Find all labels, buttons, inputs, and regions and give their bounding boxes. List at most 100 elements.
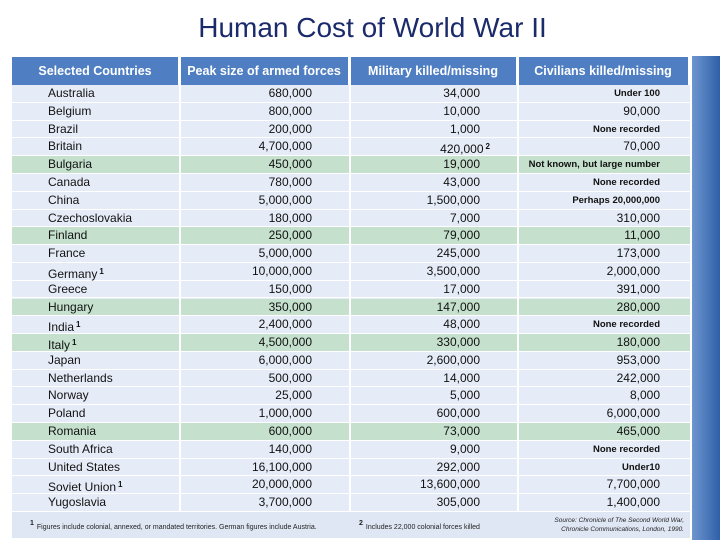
value-cell: None recorded: [593, 316, 660, 333]
value-cell: 16,100,000: [252, 459, 312, 476]
value-cell: 173,000: [617, 245, 660, 262]
value-cell: 6,000,000: [259, 352, 312, 369]
value-cell: 180,000: [269, 210, 312, 227]
value-cell: 330,000: [437, 334, 480, 351]
cell-text: 2,000,000: [606, 263, 660, 278]
value-cell: 250,000: [269, 227, 312, 244]
country-cell: Canada: [48, 174, 90, 191]
cell-text: 2,600,000: [426, 352, 480, 367]
value-cell: 1,000,000: [259, 405, 312, 422]
country-cell: United States: [48, 459, 120, 476]
table-row: Yugoslavia 3,700,000 305,000 1,400,000: [12, 494, 690, 512]
value-cell: None recorded: [593, 441, 660, 458]
title: Human Cost of World War II: [198, 12, 547, 43]
value-cell: 245,000: [437, 245, 480, 262]
cell-text: 7,000: [449, 210, 480, 225]
decoration: [692, 56, 720, 540]
cell-text: United States: [48, 459, 121, 474]
country-cell: Poland: [48, 405, 85, 422]
cell-text: 34,000: [443, 86, 480, 100]
country-cell: Finland: [48, 227, 87, 244]
table-row: Brazil 200,000 1,000 None recorded: [12, 121, 690, 139]
cell-text: 173,000: [616, 246, 660, 261]
footnote: 2Includes 22,000 colonial forces killed: [357, 520, 480, 531]
cell-text: Romania: [48, 424, 97, 439]
value-cell: 1,400,000: [607, 494, 660, 511]
value-cell: 6,000,000: [607, 405, 660, 422]
table-row: Belgium 800,000 10,000 90,000: [12, 103, 690, 121]
cell-text: 292,000: [436, 459, 480, 474]
value-cell: 292,000: [437, 459, 480, 476]
cell-text: Perhaps 20,000,000: [572, 194, 660, 206]
cell-text: 420,000: [440, 142, 484, 157]
cell-text: 1,000,000: [258, 406, 312, 421]
cell-text: 25,000: [275, 388, 312, 403]
value-cell: 310,000: [617, 210, 660, 227]
value-cell: 4,500,000: [259, 334, 312, 351]
value-cell: 391,000: [617, 281, 660, 298]
cell-text: 1,400,000: [606, 495, 660, 510]
cell-text: Canada: [48, 174, 91, 189]
column-header: Peak size of armed forces: [180, 57, 350, 85]
value-cell: 500,000: [269, 370, 312, 387]
cell-text: 680,000: [268, 86, 312, 100]
table-row: India 1 2,400,000 48,000 None recorded: [12, 316, 690, 334]
value-cell: 5,000: [450, 387, 480, 404]
cell-text: China: [48, 192, 80, 207]
value-cell: 800,000: [269, 103, 312, 120]
cell-text: Germany: [48, 266, 98, 281]
cell-text: 310,000: [616, 210, 660, 225]
footnote-marker: 1: [30, 520, 34, 527]
value-cell: 20,000,000: [252, 476, 312, 493]
column-header: Civilians killed/missing: [518, 57, 690, 85]
column-divider: [349, 57, 351, 512]
value-cell: 19,000: [443, 156, 480, 173]
cell-text: France: [48, 246, 86, 261]
footnote-marker: 1: [76, 320, 81, 330]
value-cell: 600,000: [269, 423, 312, 440]
value-cell: 600,000: [437, 405, 480, 422]
value-cell: 70,000: [623, 138, 660, 155]
table-row: Australia 680,000 34,000 Under 100: [12, 85, 690, 103]
cell-text: 19,000: [443, 157, 480, 172]
country-cell: Brazil: [48, 121, 78, 138]
cell-text: 11,000: [624, 228, 660, 243]
table-row: Czechoslovakia 180,000 7,000 310,000: [12, 210, 690, 228]
value-cell: 7,700,000: [607, 476, 660, 493]
cell-text: Belgium: [48, 103, 92, 118]
cell-text: 500,000: [268, 370, 312, 385]
cell-text: Soviet Union: [48, 480, 117, 495]
value-cell: 147,000: [437, 299, 480, 316]
cell-text: None recorded: [592, 123, 660, 135]
value-cell: 9,000: [450, 441, 480, 458]
footnote-marker: 2: [485, 142, 490, 152]
value-cell: 14,000: [443, 370, 480, 387]
table-row: China 5,000,000 1,500,000 Perhaps 20,000,00…: [12, 192, 690, 210]
table: Selected Countries Peak size of armed for…: [12, 57, 690, 512]
cell-text: Finland: [48, 228, 88, 243]
column-header: Military killed/missing: [350, 57, 518, 85]
cell-text: 140,000: [268, 441, 312, 456]
country-cell: Yugoslavia: [48, 494, 106, 511]
value-cell: 3,700,000: [259, 494, 312, 511]
table-row: Greece 150,000 17,000 391,000: [12, 281, 690, 299]
value-cell: 10,000,000: [252, 263, 312, 280]
column-divider: [179, 57, 181, 512]
cell-text: 465,000: [616, 424, 660, 439]
cell-text: Italy: [48, 338, 71, 353]
cell-text: None recorded: [592, 443, 660, 455]
country-cell: Japan: [48, 352, 81, 369]
cell-text: South Africa: [48, 441, 113, 456]
cell-text: 9,000: [449, 441, 480, 456]
cell-text: India: [48, 320, 75, 335]
country-cell: Norway: [48, 387, 89, 404]
cell-text: 200,000: [268, 121, 312, 136]
value-cell: None recorded: [593, 121, 660, 138]
cell-text: 330,000: [436, 335, 480, 350]
cell-text: 6,000,000: [258, 352, 312, 367]
value-cell: 43,000: [443, 174, 480, 191]
value-cell: 25,000: [275, 387, 312, 404]
cell-text: Not known, but large number: [528, 159, 660, 171]
value-cell: 465,000: [617, 423, 660, 440]
country-cell: China: [48, 192, 79, 209]
